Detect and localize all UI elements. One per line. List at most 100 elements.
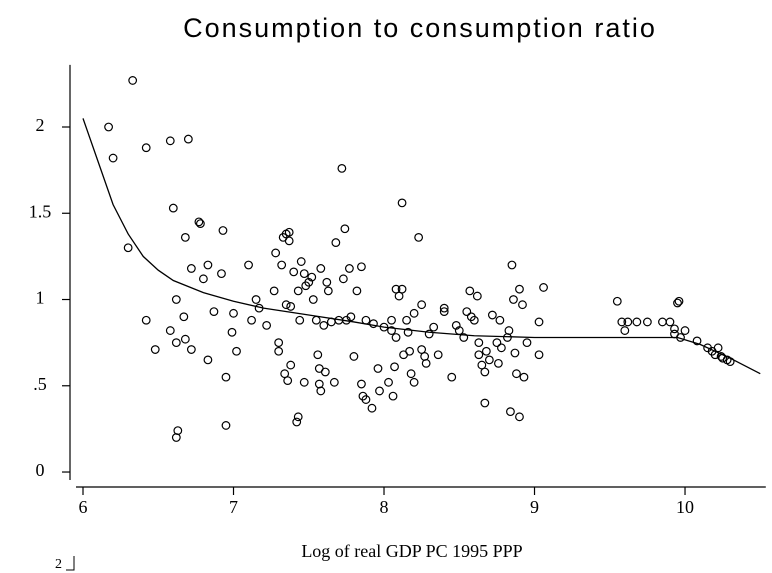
data-point [439, 307, 449, 316]
data-point [346, 312, 356, 322]
data-point [373, 364, 383, 373]
data-point [232, 346, 241, 356]
data-point [642, 317, 652, 327]
data-point [221, 372, 231, 382]
data-point [218, 226, 228, 235]
data-point [391, 333, 401, 342]
data-point [361, 315, 371, 325]
data-point [289, 267, 299, 277]
data-point [433, 350, 443, 360]
data-point [632, 317, 642, 327]
data-point [338, 274, 348, 284]
x-tick-label: 8 [380, 497, 389, 517]
data-point [281, 300, 291, 310]
data-point [612, 296, 622, 306]
data-point [283, 376, 293, 385]
data-point [713, 343, 723, 353]
data-point [405, 346, 414, 356]
data-point [247, 315, 256, 325]
data-point [104, 122, 113, 132]
data-point [227, 327, 237, 337]
data-point [506, 407, 515, 417]
x-tick-label: 9 [530, 497, 539, 517]
x-tick-label: 7 [229, 497, 238, 517]
data-point [361, 395, 371, 404]
data-point [299, 377, 309, 387]
data-point [692, 336, 702, 346]
data-point [316, 386, 326, 396]
data-point [262, 320, 272, 330]
data-point [123, 243, 133, 253]
data-point [284, 236, 294, 246]
data-point [388, 391, 398, 401]
data-point [186, 264, 196, 273]
data-point [620, 326, 630, 335]
x-axis-label: Log of real GDP PC 1995 PPP [301, 541, 522, 561]
data-point [322, 277, 332, 287]
data-point [623, 317, 633, 327]
data-point [244, 260, 253, 270]
data-point [337, 164, 347, 173]
data-point [658, 317, 667, 327]
data-point [344, 264, 354, 273]
data-point [168, 203, 178, 213]
data-point [293, 286, 303, 296]
data-point [209, 307, 219, 316]
data-point [313, 350, 323, 360]
data-point [357, 379, 366, 389]
data-point [462, 307, 472, 316]
data-point [320, 367, 330, 377]
data-point [484, 355, 494, 365]
data-point [179, 312, 189, 322]
data-point [480, 367, 490, 377]
data-point [402, 315, 411, 325]
data-point [269, 286, 279, 296]
corner-label: 2 [55, 557, 62, 572]
data-point [509, 295, 518, 304]
data-point [522, 338, 532, 348]
data-point [421, 358, 431, 368]
data-point [465, 286, 475, 296]
data-point [221, 421, 231, 430]
data-point [375, 386, 384, 396]
data-point [369, 319, 378, 329]
data-point [203, 260, 213, 270]
data-point [665, 317, 675, 327]
data-point [670, 324, 679, 334]
data-point [319, 320, 329, 330]
fit-line [82, 118, 761, 375]
data-point [284, 227, 294, 237]
data-point [329, 377, 339, 387]
data-point [150, 345, 160, 354]
data-point [183, 134, 193, 144]
data-point [180, 233, 190, 242]
data-point [292, 417, 302, 427]
data-point [141, 143, 151, 153]
data-point [217, 269, 226, 279]
data-point [308, 295, 318, 304]
data-point [203, 355, 213, 365]
data-point [307, 272, 317, 282]
data-point [295, 315, 305, 325]
data-point [352, 286, 362, 296]
data-point [403, 327, 413, 337]
chart-title: Consumption to consumption ratio [183, 13, 657, 43]
data-point [497, 343, 506, 353]
data-point [459, 333, 469, 342]
data-point [311, 315, 321, 325]
data-point [357, 262, 366, 272]
y-tick-label: 1.5 [29, 201, 52, 221]
data-point [251, 295, 261, 304]
data-point [429, 322, 439, 332]
data-point [406, 369, 416, 379]
x-tick-label: 6 [79, 497, 88, 517]
data-point [397, 198, 407, 208]
data-point [414, 233, 424, 242]
data-point [409, 308, 419, 318]
data-point [387, 315, 396, 325]
data-point [277, 260, 287, 270]
data-point [519, 372, 529, 382]
data-point [286, 302, 296, 311]
data-point [417, 300, 427, 310]
data-point [534, 350, 544, 360]
